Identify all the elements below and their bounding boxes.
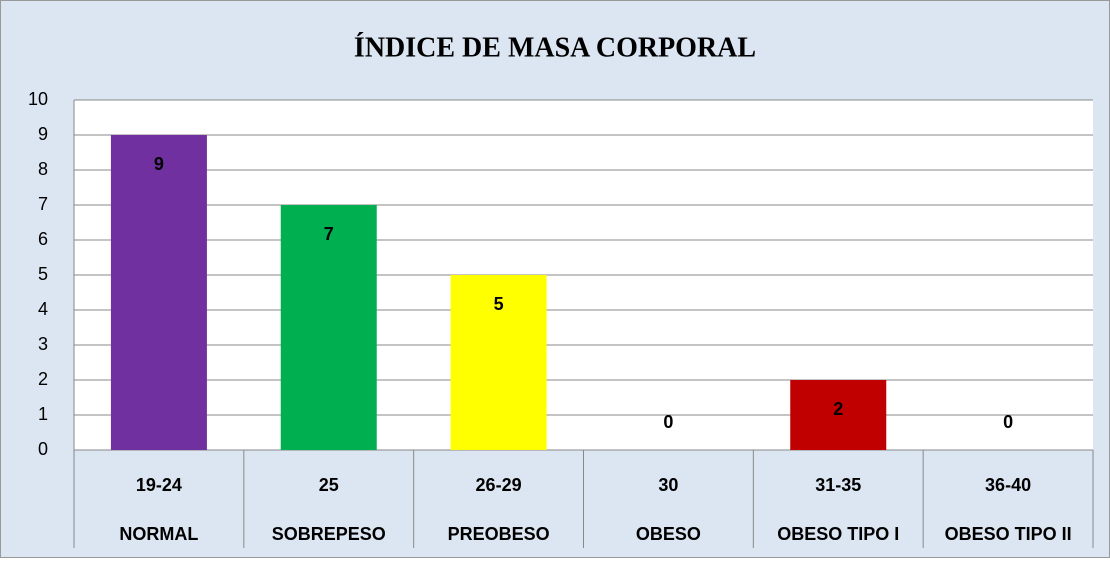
y-tick-label: 5 — [38, 264, 48, 284]
chart-title: ÍNDICE DE MASA CORPORAL — [354, 32, 756, 63]
data-label: 7 — [324, 224, 334, 244]
x-tick-label: 30 — [658, 475, 678, 495]
y-tick-label: 10 — [28, 89, 48, 109]
x-group-label: SOBREPESO — [272, 524, 386, 544]
x-group-label: PREOBESO — [448, 524, 550, 544]
y-tick-label: 6 — [38, 229, 48, 249]
x-tick-label: 31-35 — [815, 475, 861, 495]
y-tick-label: 7 — [38, 194, 48, 214]
x-group-label: OBESO TIPO I — [777, 524, 899, 544]
data-label: 0 — [1003, 412, 1013, 432]
x-group-label: OBESO TIPO II — [945, 524, 1072, 544]
x-group-label: NORMAL — [119, 524, 198, 544]
y-tick-label: 1 — [38, 404, 48, 424]
bar — [110, 135, 207, 450]
x-tick-label: 36-40 — [985, 475, 1031, 495]
bar — [280, 205, 377, 450]
y-tick-label: 9 — [38, 124, 48, 144]
x-tick-label: 19-24 — [136, 475, 182, 495]
x-tick-label: 25 — [319, 475, 339, 495]
x-tick-label: 26-29 — [476, 475, 522, 495]
data-label: 2 — [833, 399, 843, 419]
bar — [790, 380, 887, 450]
data-label: 0 — [663, 412, 673, 432]
y-tick-label: 8 — [38, 159, 48, 179]
x-group-label: OBESO — [636, 524, 701, 544]
bar — [450, 275, 547, 450]
y-tick-label: 4 — [38, 299, 48, 319]
y-tick-label: 0 — [38, 439, 48, 459]
y-tick-label: 3 — [38, 334, 48, 354]
y-tick-label: 2 — [38, 369, 48, 389]
data-label: 9 — [154, 154, 164, 174]
data-label: 5 — [494, 294, 504, 314]
